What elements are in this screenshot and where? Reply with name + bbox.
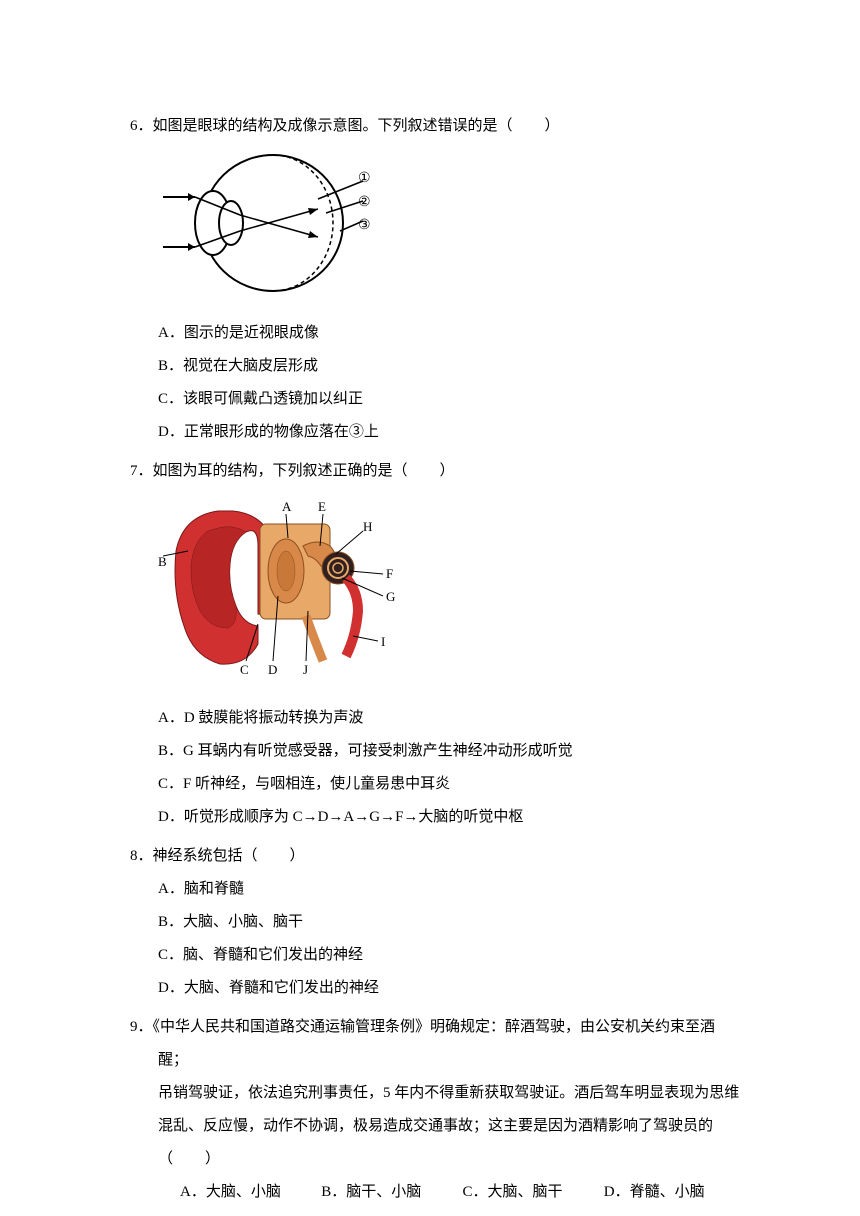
q6-blank bbox=[513, 118, 545, 134]
question-8: 8．神经系统包括（ ） A．脑和脊髓 B．大脑、小脑、脑干 C．脑、脊髓和它们发出… bbox=[130, 840, 745, 1005]
q7-option-a: A．D 鼓膜能将振动转换为声波 bbox=[130, 702, 745, 735]
label-I: I bbox=[381, 634, 385, 649]
q6-option-d: D．正常眼形成的物像应落在③上 bbox=[130, 416, 745, 449]
q9-option-b: B．脑干、小脑 bbox=[321, 1176, 462, 1209]
question-7: 7．如图为耳的结构，下列叙述正确的是（ ） A B C D E F bbox=[130, 455, 745, 834]
q9-paren-open: （ bbox=[158, 1151, 173, 1167]
q7-blank bbox=[408, 463, 440, 479]
q9-option-c: C．大脑、脑干 bbox=[463, 1176, 604, 1209]
label-1: ① bbox=[358, 171, 371, 186]
label-H: H bbox=[363, 519, 372, 534]
label-2: ② bbox=[358, 195, 371, 210]
label-J: J bbox=[303, 662, 308, 677]
q7-option-b: B．G 耳蜗内有听觉感受器，可接受刺激产生神经冲动形成听觉 bbox=[130, 735, 745, 768]
question-9: 9．《中华人民共和国道路交通运输管理条例》明确规定：醉酒驾驶，由公安机关约束至酒… bbox=[130, 1011, 745, 1209]
q7-image-container: A B C D E F G H I J bbox=[130, 496, 745, 694]
q9-option-a: A．大脑、小脑 bbox=[180, 1176, 321, 1209]
q9-stem-line1: 9．《中华人民共和国道路交通运输管理条例》明确规定：醉酒驾驶，由公安机关约束至酒… bbox=[130, 1011, 745, 1077]
q9-line3: 混乱、反应慢，动作不协调，极易造成交通事故；这主要是因为酒精影响了驾驶员的 bbox=[130, 1110, 745, 1143]
eye-diagram: ① ② ③ bbox=[158, 151, 373, 296]
q6-option-b: B．视觉在大脑皮层形成 bbox=[130, 350, 745, 383]
q7-end: ） bbox=[440, 463, 455, 479]
q9-paren-close: ） bbox=[205, 1151, 220, 1167]
q9-option-d: D．脊髓、小脑 bbox=[604, 1176, 745, 1209]
q8-stem: 8．神经系统包括（ ） bbox=[130, 840, 745, 873]
label-3: ③ bbox=[358, 218, 371, 233]
q6-text: 如图是眼球的结构及成像示意图。下列叙述错误的是（ bbox=[153, 118, 513, 134]
q7-option-c: C．F 听神经，与咽相连，使儿童易患中耳炎 bbox=[130, 768, 745, 801]
label-D: D bbox=[268, 662, 277, 677]
q6-number: 6． bbox=[130, 118, 153, 134]
q7-option-d: D．听觉形成顺序为 C→D→A→G→F→大脑的听觉中枢 bbox=[130, 801, 745, 834]
q8-number: 8． bbox=[130, 848, 153, 864]
q9-options: A．大脑、小脑 B．脑干、小脑 C．大脑、脑干 D．脊髓、小脑 bbox=[130, 1176, 745, 1209]
q6-end: ） bbox=[545, 118, 560, 134]
q9-number: 9． bbox=[130, 1019, 153, 1035]
q8-option-a: A．脑和脊髓 bbox=[130, 873, 745, 906]
q7-stem: 7．如图为耳的结构，下列叙述正确的是（ ） bbox=[130, 455, 745, 488]
q8-blank bbox=[258, 848, 290, 864]
q6-option-c: C．该眼可佩戴凸透镜加以纠正 bbox=[130, 383, 745, 416]
q9-line2: 吊销驾驶证，依法追究刑事责任，5 年内不得重新获取驾驶证。酒后驾车明显表现为思维 bbox=[130, 1077, 745, 1110]
q8-option-d: D．大脑、脊髓和它们发出的神经 bbox=[130, 972, 745, 1005]
q6-image-container: ① ② ③ bbox=[130, 151, 745, 309]
q8-end: ） bbox=[290, 848, 305, 864]
q8-text: 神经系统包括（ bbox=[153, 848, 258, 864]
q9-line1: 《中华人民共和国道路交通运输管理条例》明确规定：醉酒驾驶，由公安机关约束至酒醒； bbox=[153, 1019, 716, 1068]
label-C: C bbox=[240, 662, 249, 677]
label-F: F bbox=[386, 566, 393, 581]
q9-line4: （） bbox=[130, 1143, 745, 1176]
q6-option-a: A．图示的是近视眼成像 bbox=[130, 317, 745, 350]
q7-text: 如图为耳的结构，下列叙述正确的是（ bbox=[153, 463, 408, 479]
ear-diagram: A B C D E F G H I J bbox=[158, 496, 408, 681]
label-A: A bbox=[282, 499, 292, 514]
q7-number: 7． bbox=[130, 463, 153, 479]
q8-option-b: B．大脑、小脑、脑干 bbox=[130, 906, 745, 939]
q8-option-c: C．脑、脊髓和它们发出的神经 bbox=[130, 939, 745, 972]
label-B: B bbox=[158, 554, 167, 569]
q9-blank bbox=[173, 1151, 205, 1167]
label-G: G bbox=[386, 589, 395, 604]
question-6: 6．如图是眼球的结构及成像示意图。下列叙述错误的是（ ） ① ② ③ A．图示的是… bbox=[130, 110, 745, 449]
q6-stem: 6．如图是眼球的结构及成像示意图。下列叙述错误的是（ ） bbox=[130, 110, 745, 143]
label-E: E bbox=[318, 499, 326, 514]
